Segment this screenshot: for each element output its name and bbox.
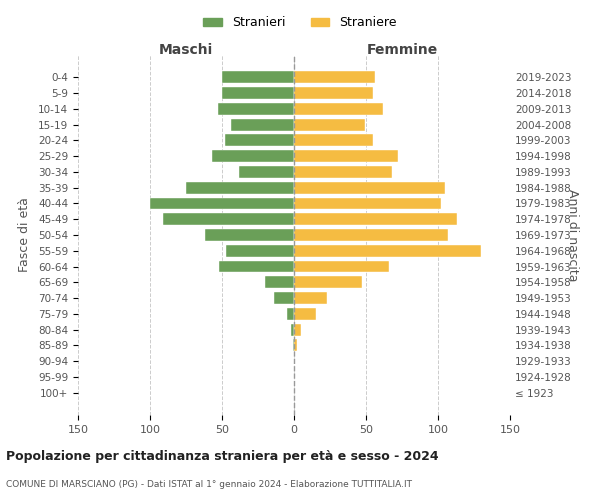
Text: Maschi: Maschi: [159, 43, 213, 57]
Y-axis label: Anni di nascita: Anni di nascita: [566, 188, 578, 281]
Bar: [294, 324, 301, 336]
Bar: [294, 72, 374, 83]
Text: COMUNE DI MARSCIANO (PG) - Dati ISTAT al 1° gennaio 2024 - Elaborazione TUTTITAL: COMUNE DI MARSCIANO (PG) - Dati ISTAT al…: [6, 480, 412, 489]
Bar: [294, 103, 383, 115]
Bar: [230, 118, 294, 130]
Bar: [294, 245, 481, 256]
Bar: [218, 103, 294, 115]
Bar: [274, 292, 294, 304]
Bar: [222, 72, 294, 83]
Bar: [294, 182, 445, 194]
Bar: [239, 166, 294, 178]
Bar: [293, 340, 294, 351]
Bar: [294, 308, 316, 320]
Bar: [294, 118, 365, 130]
Bar: [294, 229, 448, 241]
Legend: Stranieri, Straniere: Stranieri, Straniere: [198, 11, 402, 34]
Bar: [287, 308, 294, 320]
Text: Femmine: Femmine: [367, 43, 437, 57]
Bar: [186, 182, 294, 194]
Bar: [294, 87, 373, 99]
Bar: [150, 198, 294, 209]
Bar: [294, 214, 457, 225]
Y-axis label: Fasce di età: Fasce di età: [18, 198, 31, 272]
Bar: [294, 150, 398, 162]
Bar: [291, 324, 294, 336]
Bar: [265, 276, 294, 288]
Text: Popolazione per cittadinanza straniera per età e sesso - 2024: Popolazione per cittadinanza straniera p…: [6, 450, 439, 463]
Bar: [163, 214, 294, 225]
Bar: [294, 260, 389, 272]
Bar: [212, 150, 294, 162]
Bar: [219, 260, 294, 272]
Bar: [222, 87, 294, 99]
Bar: [294, 166, 392, 178]
Bar: [294, 134, 373, 146]
Bar: [226, 245, 294, 256]
Bar: [294, 292, 327, 304]
Bar: [294, 276, 362, 288]
Bar: [225, 134, 294, 146]
Bar: [205, 229, 294, 241]
Bar: [294, 198, 441, 209]
Bar: [294, 340, 297, 351]
